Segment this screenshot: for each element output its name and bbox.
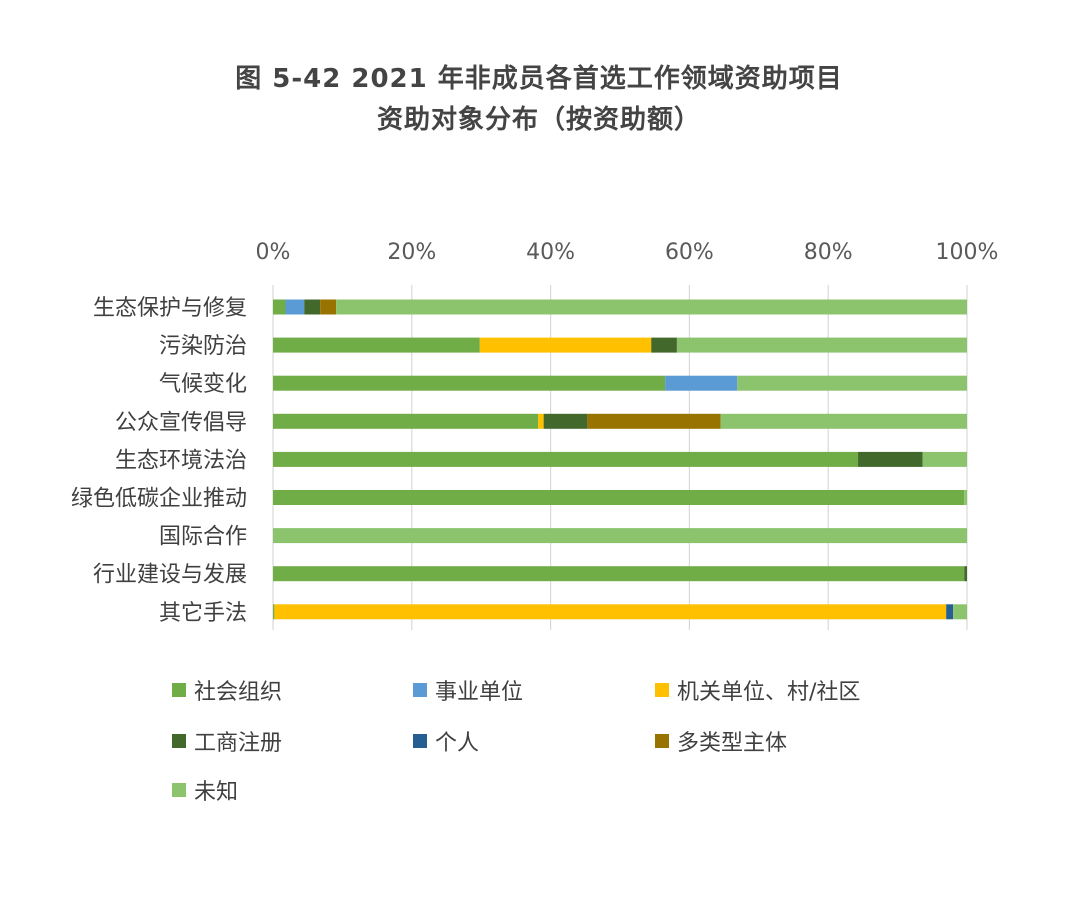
chart-title-line2: 资助对象分布（按资助额）: [376, 105, 701, 135]
bar-segment: [320, 299, 337, 315]
category-label: 行业建设与发展: [93, 563, 247, 588]
chart-title-line1: 图 5-42 2021 年非成员各首选工作领域资助项目: [235, 64, 843, 94]
legend-item: 社会组织: [172, 674, 282, 706]
x-tick-label: 60%: [665, 240, 714, 265]
bar-segment: [273, 451, 859, 467]
legend-item: 未知: [172, 774, 238, 806]
category-label: 公众宣传倡导: [115, 410, 247, 435]
legend-label: 工商注册: [194, 731, 283, 756]
bar-segment: [273, 375, 666, 391]
legend-item: 机关单位、村/社区: [655, 674, 860, 706]
legend-swatch: [655, 734, 669, 748]
bar-segment: [922, 451, 967, 467]
bar-segment: [273, 299, 286, 315]
legend-item: 工商注册: [172, 725, 282, 757]
bar-segment: [946, 604, 954, 620]
bar-segment: [304, 299, 321, 315]
bar-segment: [285, 299, 305, 315]
x-tick-label: 40%: [526, 240, 575, 265]
bar-segment: [953, 604, 967, 620]
category-label: 生态环境法治: [115, 448, 247, 473]
bar-segment: [273, 490, 965, 505]
legend-item: 多类型主体: [655, 725, 787, 757]
legend-item: 事业单位: [413, 674, 523, 706]
legend-swatch: [172, 683, 186, 697]
legend-label: 未知: [194, 780, 239, 805]
category-label: 国际合作: [159, 525, 247, 550]
legend-label: 社会组织: [194, 680, 283, 705]
bar-segment: [273, 528, 967, 544]
bar-segment: [543, 413, 588, 429]
category-label: 其它手法: [159, 601, 247, 626]
bar-segment: [651, 337, 677, 353]
category-label: 污染防治: [159, 334, 247, 359]
legend-swatch: [413, 683, 427, 697]
legend-label: 机关单位、村/社区: [677, 680, 861, 705]
x-tick-label: 100%: [936, 240, 999, 265]
bar-segment: [665, 375, 738, 391]
bar-segment: [273, 413, 539, 429]
x-tick-label: 20%: [387, 240, 436, 265]
x-tick-label: 0%: [256, 240, 291, 265]
bar-segment: [676, 337, 967, 353]
legend-item: 个人: [413, 725, 479, 757]
legend-swatch: [172, 734, 186, 748]
bar-segment: [858, 451, 923, 467]
category-label: 气候变化: [159, 372, 247, 397]
bar-segment: [538, 413, 544, 429]
legend-swatch: [655, 683, 669, 697]
bar-segment: [720, 413, 967, 429]
category-label: 生态保护与修复: [93, 296, 247, 321]
legend-swatch: [172, 783, 186, 797]
legend-label: 多类型主体: [677, 731, 788, 756]
bar-segment: [587, 413, 721, 429]
bar-segment: [336, 299, 967, 315]
bar-segment: [964, 490, 967, 505]
bar-segment: [479, 337, 652, 353]
bar-segment: [737, 375, 967, 391]
legend-label: 事业单位: [435, 680, 524, 705]
bar-segment: [964, 566, 967, 582]
category-label: 绿色低碳企业推动: [71, 487, 247, 512]
legend-swatch: [413, 734, 427, 748]
x-tick-label: 80%: [804, 240, 853, 265]
bar-segment: [273, 566, 965, 582]
legend-label: 个人: [435, 731, 480, 756]
bar-segment: [273, 337, 480, 353]
bar-segment: [273, 604, 275, 620]
bar-segment: [274, 604, 947, 620]
